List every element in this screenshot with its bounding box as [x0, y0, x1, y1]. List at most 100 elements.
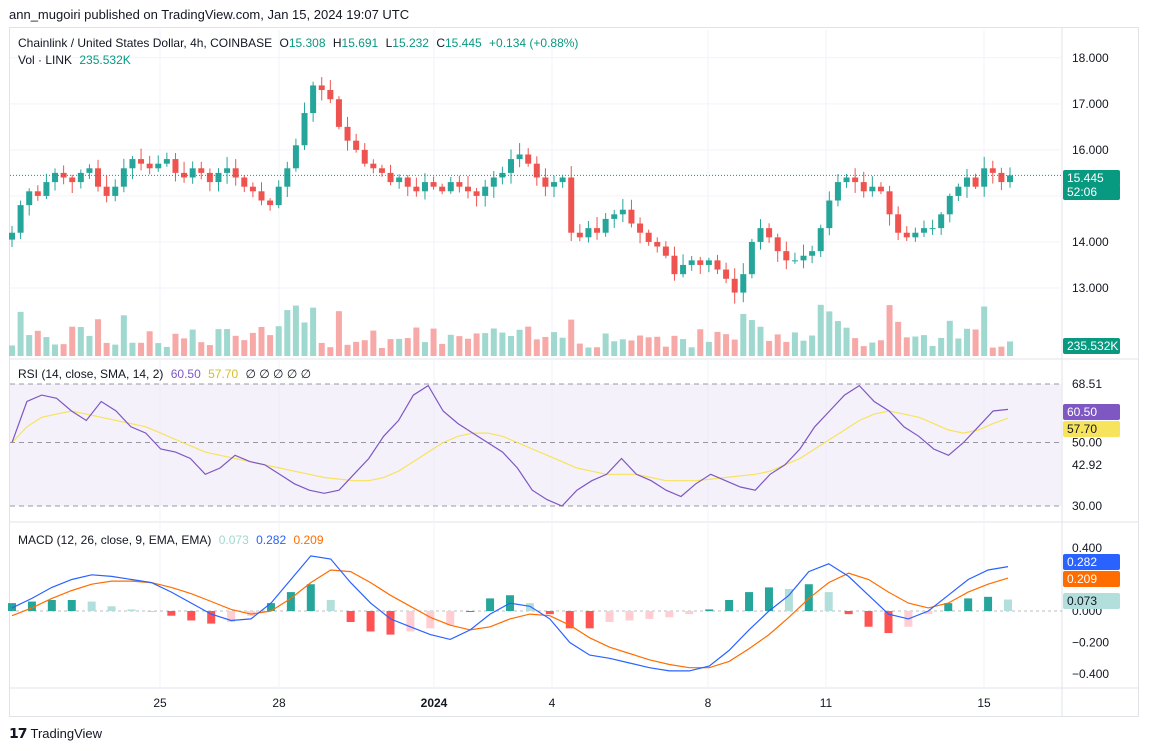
candle-body [731, 278, 738, 293]
candle-body [671, 255, 678, 275]
volume-bar [430, 328, 437, 356]
candle-body [637, 223, 644, 233]
macd-hist-badge: 0.073 [1063, 593, 1120, 609]
volume-bar [206, 345, 213, 356]
macd-histogram-bar [386, 611, 395, 635]
volume-bar [404, 338, 411, 356]
macd-histogram-bar [565, 611, 574, 629]
candle-body [662, 246, 669, 256]
volume-bar [929, 345, 936, 356]
volume-bar [163, 346, 170, 356]
volume-bar [77, 326, 84, 356]
volume-legend: Vol · LINK 235.532K [18, 53, 135, 67]
volume-bar [439, 343, 446, 356]
macd-histogram-bar [306, 584, 315, 611]
volume-bar [946, 320, 953, 356]
candle-body [26, 191, 33, 206]
volume-bar [482, 333, 489, 356]
volume-bar [198, 342, 205, 356]
volume-bar [783, 341, 790, 356]
volume-bar [421, 342, 428, 356]
macd-histogram-bar [47, 599, 56, 611]
volume-bar [645, 337, 652, 356]
macd-histogram-bar [924, 611, 933, 615]
candle-body [335, 99, 342, 127]
macd-histogram-bar [764, 587, 773, 611]
candle-body [301, 113, 308, 146]
macd-histogram-bar [884, 611, 893, 634]
volume-bar [26, 335, 33, 356]
candle-body [748, 241, 755, 275]
time-tick-label: 4 [549, 696, 556, 710]
volume-bar [731, 339, 738, 356]
volume-bar [834, 321, 841, 356]
macd-histogram-bar [804, 584, 813, 611]
volume-bar [568, 319, 575, 356]
macd-histogram-bar [326, 599, 335, 611]
macd-legend: MACD (12, 26, close, 9, EMA, EMA) 0.073 … [18, 533, 328, 547]
candle-body [439, 186, 446, 192]
macd-histogram-bar [466, 611, 475, 612]
candle-body [568, 177, 575, 233]
macd-histogram-bar [725, 599, 734, 611]
volume-bar [318, 342, 325, 356]
candle-body [895, 214, 902, 233]
footer-logo[interactable]: 𝟭𝟳 TradingView [9, 725, 102, 742]
candle-body [714, 260, 721, 270]
volume-bar [809, 335, 816, 356]
candle-body [654, 241, 661, 247]
candle-body [705, 260, 712, 265]
rsi-value: 60.50 [170, 367, 201, 381]
chart-frame [9, 27, 1139, 717]
candle-body [447, 182, 454, 192]
volume-bar [860, 346, 867, 356]
candle-body [198, 168, 205, 173]
candle-body [17, 205, 24, 233]
candle-body [490, 177, 497, 187]
candle-body [843, 177, 850, 183]
ohlc-open: O15.308 [279, 36, 325, 50]
volume-bar [576, 343, 583, 356]
candle-body [34, 191, 41, 196]
macd-histogram-bar [944, 603, 953, 611]
macd-histogram-bar [545, 611, 554, 615]
high-label: H [332, 36, 342, 50]
volume-bar [9, 345, 15, 356]
close-label: C [436, 36, 445, 50]
volume-bar [17, 311, 24, 356]
rsi-value-badge: 60.50 [1063, 404, 1120, 420]
candle-body [77, 172, 84, 183]
candle-body [95, 168, 102, 187]
candle-body [903, 232, 910, 238]
macd-histogram-bar [346, 611, 355, 623]
candle-body [86, 168, 93, 173]
candle-body [723, 269, 730, 279]
macd-histogram-bar [87, 601, 96, 611]
volume-bar [241, 340, 248, 356]
candle-body [508, 159, 514, 173]
volume-bar [981, 306, 988, 356]
volume-bar [748, 320, 755, 356]
candle-body [189, 168, 196, 178]
volume-bar [955, 338, 962, 356]
volume-bar [903, 337, 910, 356]
low-value: 15.232 [392, 36, 429, 50]
rsi-legend: RSI (14, close, SMA, 14, 2) 60.50 57.70 … [18, 367, 315, 381]
ohlc-close: C15.445 [436, 36, 481, 50]
candle-body [146, 163, 153, 169]
macd-tick-label: −0.400 [1072, 667, 1109, 681]
volume-bar [559, 337, 566, 356]
volume-bar [327, 347, 334, 356]
volume-bar [52, 344, 59, 356]
macd-line-value: 0.282 [256, 533, 287, 547]
rsi-sma-value: 57.70 [208, 367, 239, 381]
volume-bar [447, 334, 454, 356]
volume-bar [215, 329, 222, 356]
rsi-tick-label: 68.51 [1072, 377, 1102, 391]
volume-bar [654, 336, 661, 356]
macd-signal-value: 0.209 [293, 533, 324, 547]
macd-histogram-bar [107, 606, 116, 611]
candle-body [224, 168, 231, 173]
macd-histogram-bar [406, 611, 415, 632]
candle-body [456, 182, 463, 187]
